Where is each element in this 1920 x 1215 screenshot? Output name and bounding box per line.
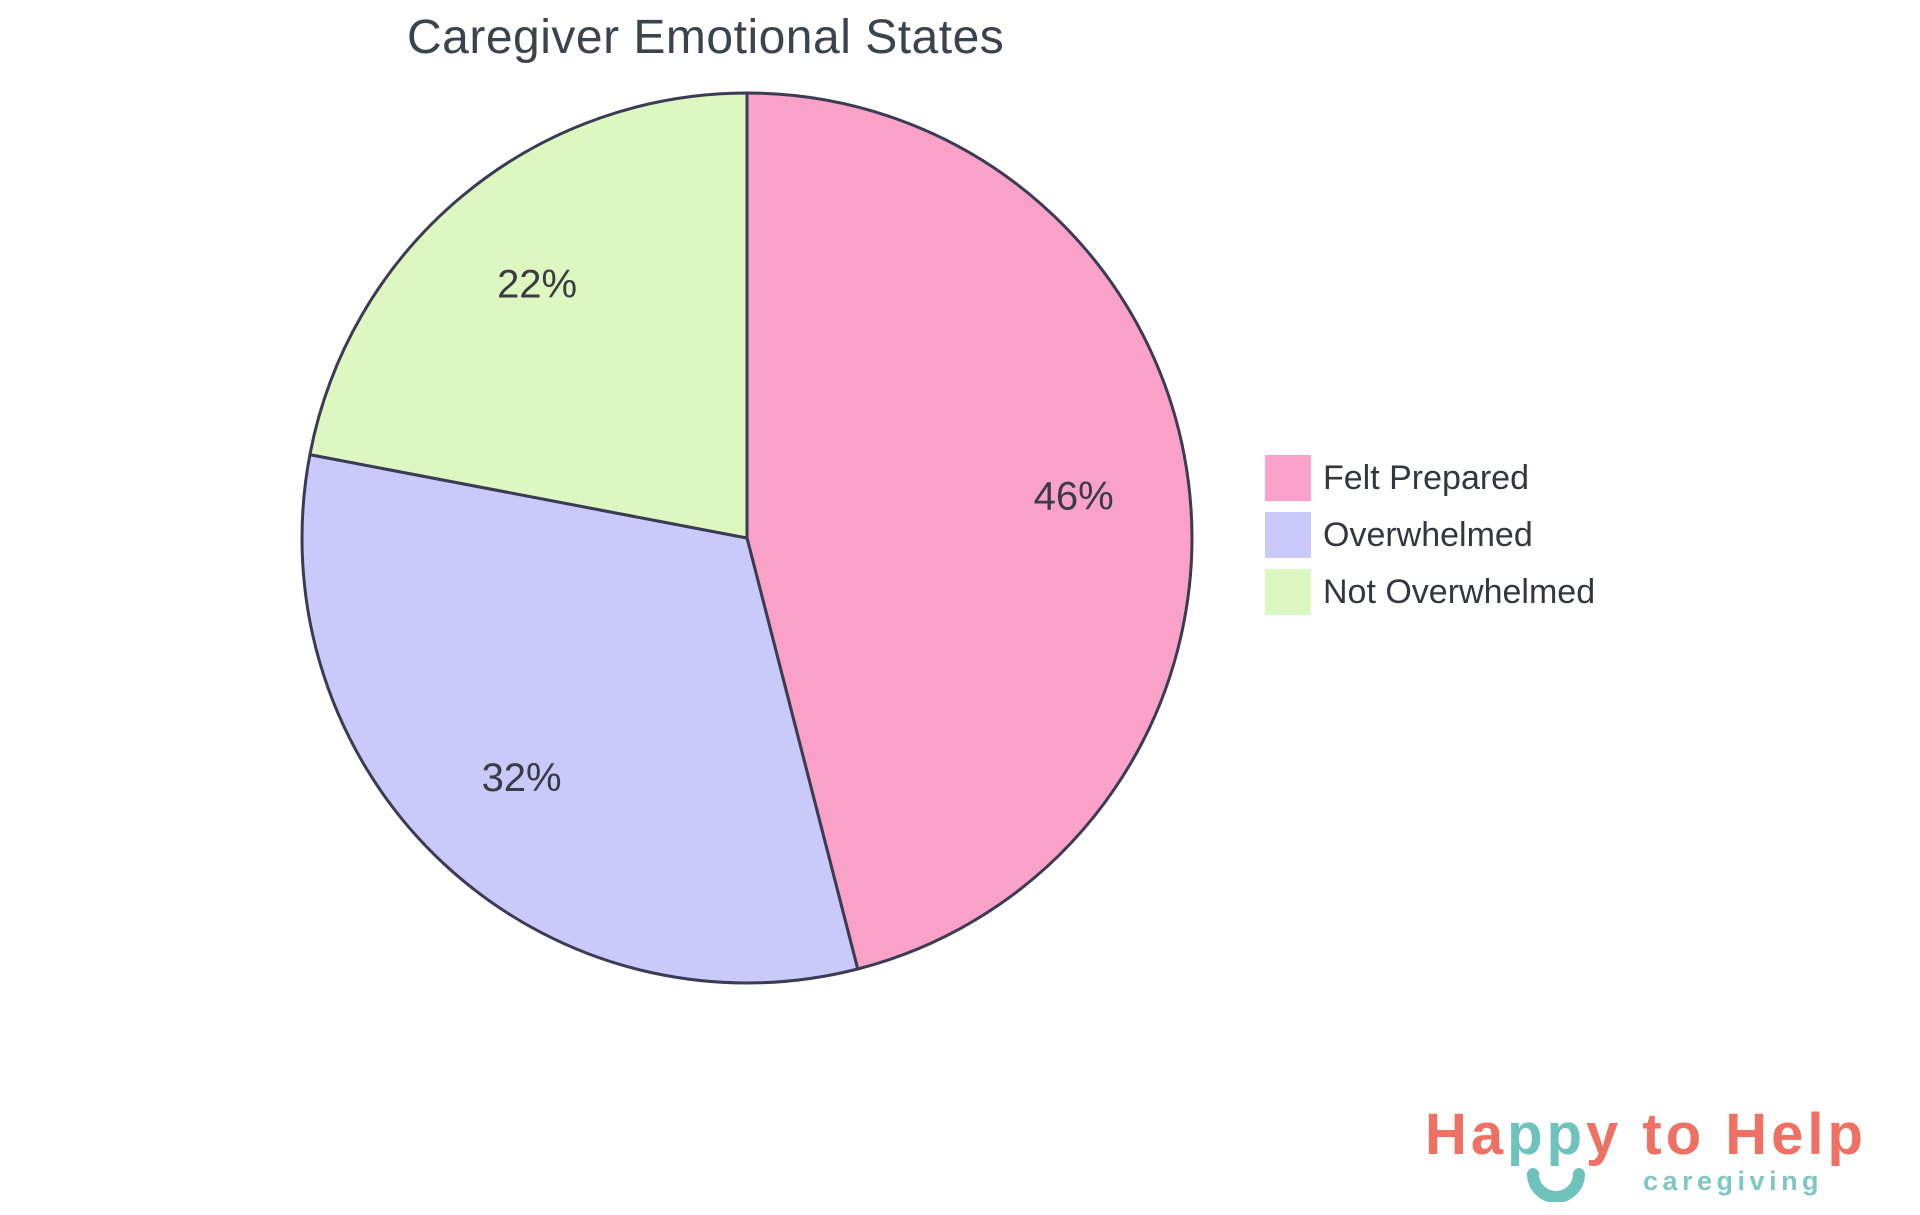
pie-slice-overwhelmed	[300, 453, 860, 985]
chart-title: Caregiver Emotional States	[407, 11, 1005, 64]
legend-label-not-overwhelmed: Not Overwhelmed	[1323, 572, 1596, 611]
legend-swatch-overwhelmed	[1265, 512, 1311, 558]
pie-label-felt-prepared: 46%	[1034, 475, 1114, 519]
pie-slice-felt-prepared	[745, 91, 1194, 971]
brand-text-y-to-help: y to Help	[1586, 1102, 1867, 1167]
pie-label-overwhelmed: 32%	[482, 756, 562, 800]
pie-slice-not-overwhelmed	[308, 91, 749, 540]
smile-icon	[1527, 1168, 1585, 1202]
legend-swatch-not-overwhelmed	[1265, 569, 1311, 615]
brand-text-pp: pp	[1507, 1102, 1587, 1167]
legend-item-felt-prepared: Felt Prepared	[1265, 455, 1595, 501]
brand-text-ha: Ha	[1425, 1102, 1508, 1167]
brand-subtitle: caregiving	[1643, 1166, 1824, 1196]
legend-swatch-felt-prepared	[1265, 455, 1311, 501]
brand-wordmark: Happy to Help	[1425, 1106, 1885, 1164]
legend-label-overwhelmed: Overwhelmed	[1323, 515, 1533, 554]
brand-logo: Happy to Help caregiving	[1425, 1106, 1885, 1206]
legend-label-felt-prepared: Felt Prepared	[1323, 458, 1529, 497]
legend: Felt Prepared Overwhelmed Not Overwhelme…	[1265, 455, 1595, 626]
legend-item-not-overwhelmed: Not Overwhelmed	[1265, 569, 1595, 615]
legend-item-overwhelmed: Overwhelmed	[1265, 512, 1595, 558]
pie-label-not-overwhelmed: 22%	[497, 262, 577, 306]
